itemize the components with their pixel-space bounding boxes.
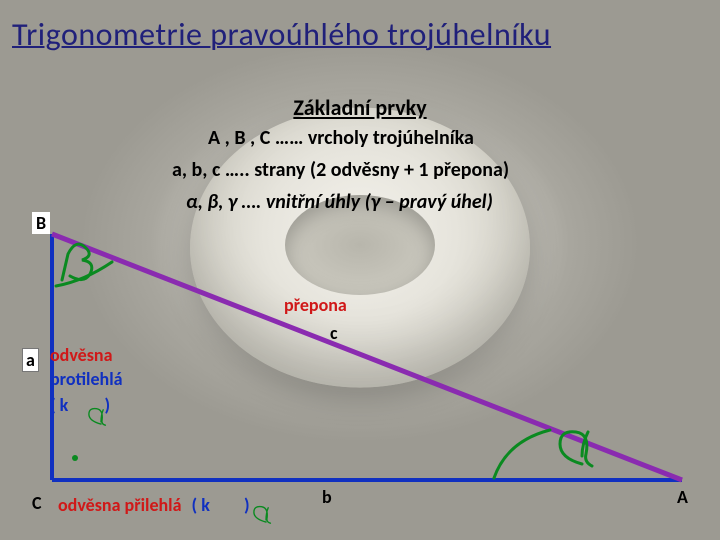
def-angles: α, β, γ …. vnitřní úhly (γ – pravý úhel) <box>186 190 493 214</box>
k-open-1: ( k <box>50 394 68 416</box>
side-a-label: a <box>22 348 39 372</box>
right-angle-dot <box>72 455 78 461</box>
def-vertices: A , B , C …… vrcholy trojúhelníka <box>208 126 474 150</box>
alpha-small-2 <box>254 507 271 524</box>
label-odvesna: odvěsna <box>50 344 112 366</box>
label-prilehla-row: odvěsna přilehlá ( k ) <box>58 494 250 516</box>
vertex-B: B <box>32 212 50 234</box>
def-sides: a, b, c ….. strany (2 odvěsny + 1 přepon… <box>172 158 509 182</box>
k-close-2: ) <box>244 494 250 516</box>
subtitle: Základní prvky <box>293 94 426 121</box>
label-protilehla: protilehlá <box>50 368 123 390</box>
triangle-svg <box>22 226 702 526</box>
side-b-label: b <box>322 486 332 508</box>
label-prepona: přepona <box>284 294 347 316</box>
label-prilehla: odvěsna přilehlá <box>58 494 181 516</box>
side-c-label: c <box>330 322 338 344</box>
page-title: Trigonometrie pravoúhlého trojúhelníku <box>12 15 551 54</box>
vertex-C: C <box>32 492 42 514</box>
k-close-1: ) <box>104 394 110 416</box>
k-open-2: ( k <box>192 494 210 516</box>
vertex-A: A <box>677 486 688 508</box>
beta-angle <box>56 244 112 286</box>
triangle-diagram: B C A a b c přepona odvěsna protilehlá (… <box>22 226 698 526</box>
